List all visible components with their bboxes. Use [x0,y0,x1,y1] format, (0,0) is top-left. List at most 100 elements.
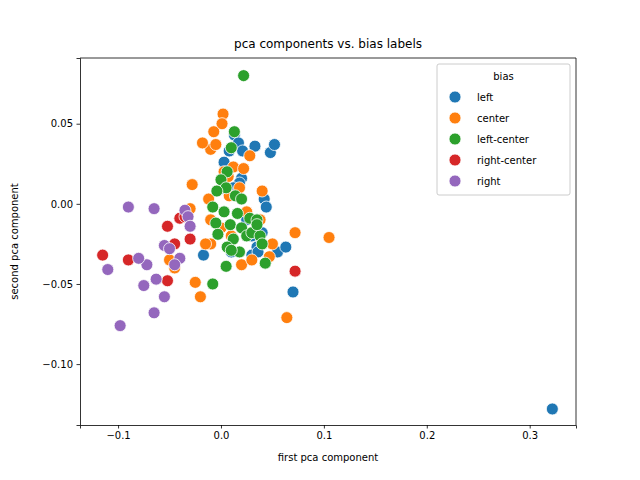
tick-label: 0.3 [522,430,538,441]
point [238,70,250,82]
legend-marker [449,112,461,124]
point [184,220,196,232]
tick-label: 0.2 [419,430,435,441]
point [244,150,256,162]
point [212,228,224,240]
tick: −0.05 [42,279,80,290]
y-axis-title: second pca component [9,183,20,300]
tick-label: −0.05 [42,279,73,290]
point [148,203,160,215]
point [200,238,212,250]
point [259,257,271,269]
point [194,291,206,303]
axis-line [77,59,81,426]
tick: 0.0 [214,425,230,441]
x-axis: −0.1 0.0 0.1 0.2 0.3 [81,425,577,441]
point [207,201,219,213]
point [231,207,243,219]
point [158,291,170,303]
frame [576,58,577,425]
legend-title: bias [493,71,513,82]
point [114,320,126,332]
legend-label: right-center [477,155,537,166]
legend: biasleft center left-center right-center rig… [437,64,570,195]
legend-marker [449,175,461,187]
point [196,137,208,149]
point [287,286,299,298]
point [323,231,335,243]
tick-mark [118,425,119,429]
legend-label: right [477,176,501,187]
legend-label: left [477,92,493,103]
point [211,185,223,197]
point [210,139,222,151]
tick-label: −0.1 [106,430,130,441]
point [138,280,150,292]
point [251,219,263,231]
point [268,139,280,151]
point [546,403,558,415]
point [208,126,220,138]
tick: −0.10 [42,359,80,370]
point [236,193,248,205]
point [280,241,292,253]
tick-label: 0.05 [51,118,73,129]
legend-label: center [477,113,510,124]
y-axis: −0.10 −0.05 0.00 0.05 [42,59,80,426]
tick-label: 0.00 [51,199,73,210]
plot-area: −0.10.00.10.20.3−0.10−0.050.000.05biasle… [42,58,576,441]
title: pca components vs. bias labels [234,37,422,51]
point [186,179,198,191]
tick-mark [77,204,81,205]
point [169,259,181,271]
point [164,243,176,255]
point [256,238,268,250]
point [256,185,268,197]
tick-mark [427,425,428,429]
axis-line [81,426,577,429]
chart: −0.10.00.10.20.3−0.10−0.050.000.05biasle… [0,0,640,480]
tick: 0.2 [419,425,435,441]
point [224,219,236,231]
point [148,307,160,319]
tick-mark [77,364,81,365]
tick-mark [221,425,222,429]
point [289,227,301,239]
point [220,260,232,272]
point [184,233,196,245]
tick-mark [77,124,81,125]
point [189,276,201,288]
legend-marker [449,133,461,145]
point [228,126,240,138]
tick-label: 0.1 [316,430,332,441]
tick-mark [324,425,325,429]
tick: 0.1 [316,425,332,441]
tick-mark [530,425,531,429]
point [210,217,222,229]
tick: −0.1 [106,425,130,441]
tick: 0.05 [51,118,80,129]
point [225,142,237,154]
frame [80,58,576,59]
point [246,254,258,266]
point [289,265,301,277]
point [207,278,219,290]
legend-marker [449,91,461,103]
point [281,312,293,324]
point [97,249,109,261]
point [161,220,173,232]
point [161,275,173,287]
legend-marker [449,154,461,166]
legend-box [437,64,570,195]
point [238,163,250,175]
point [133,252,145,264]
point [218,206,230,218]
point [197,249,209,261]
point [260,201,272,213]
legend-label: left-center [477,134,530,145]
points [97,70,559,415]
point [122,201,134,213]
tick: 0.00 [51,199,80,210]
tick: 0.3 [522,425,538,441]
tick-mark [77,284,81,285]
